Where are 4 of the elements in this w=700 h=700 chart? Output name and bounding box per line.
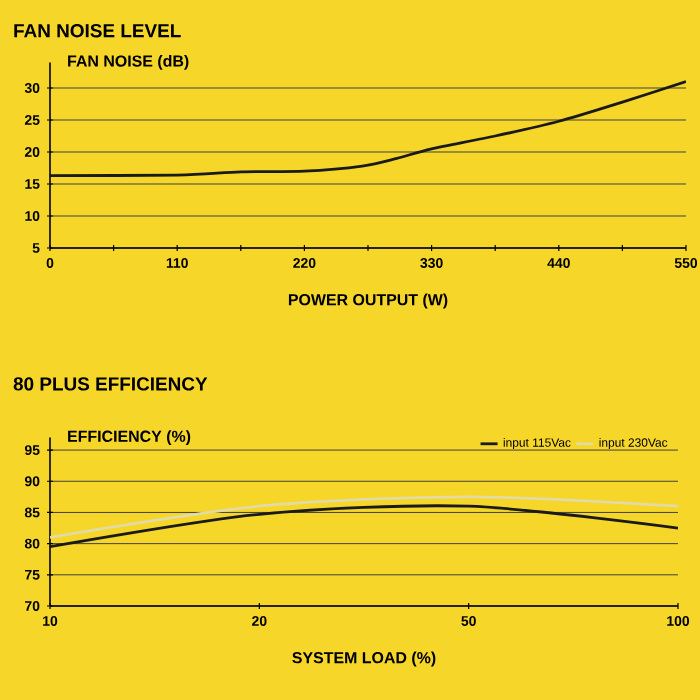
chart-title: 80 PLUS EFFICIENCY: [13, 377, 208, 391]
chart-title: FAN NOISE LEVEL: [14, 24, 181, 38]
line-series: [50, 80, 686, 178]
line-series: [50, 504, 678, 549]
